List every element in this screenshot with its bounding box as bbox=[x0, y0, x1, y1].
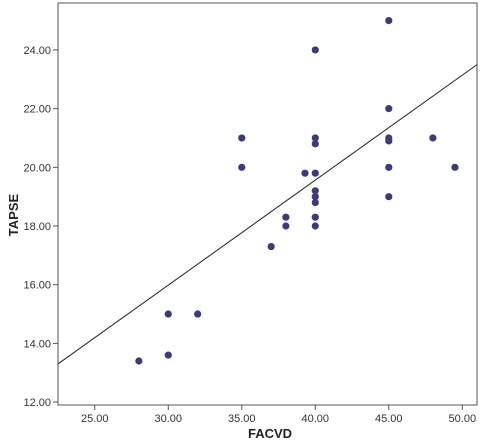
plot-area bbox=[57, 2, 478, 406]
y-axis-title: TAPSE bbox=[6, 193, 21, 236]
data-point bbox=[311, 222, 319, 230]
y-tick-label: 22.00 bbox=[23, 104, 51, 116]
data-point bbox=[311, 169, 319, 177]
y-tick-label: 16.00 bbox=[23, 280, 51, 292]
data-point bbox=[238, 134, 246, 142]
x-axis: 25.00 30.00 35.00 40.00 45.00 50.00 bbox=[81, 405, 476, 425]
data-point bbox=[385, 163, 393, 171]
x-tick-label: 25.00 bbox=[81, 413, 109, 425]
data-point bbox=[282, 213, 290, 221]
data-point bbox=[267, 242, 275, 251]
y-tick-label: 18.00 bbox=[23, 221, 51, 233]
x-tick-label: 30.00 bbox=[154, 413, 182, 425]
data-points bbox=[135, 17, 459, 365]
x-tick-label: 35.00 bbox=[228, 413, 256, 425]
data-point bbox=[451, 163, 459, 171]
regression-line bbox=[57, 64, 478, 365]
data-point bbox=[311, 134, 319, 142]
data-point bbox=[164, 310, 172, 318]
data-point bbox=[238, 163, 246, 171]
data-point bbox=[194, 310, 202, 318]
y-tick-label: 12.00 bbox=[23, 397, 51, 409]
data-point bbox=[385, 17, 393, 25]
data-point bbox=[385, 105, 393, 113]
data-point bbox=[164, 351, 172, 359]
y-tick-label: 14.00 bbox=[23, 338, 51, 350]
y-tick-label: 24.00 bbox=[23, 45, 51, 57]
x-tick-label: 45.00 bbox=[375, 413, 403, 425]
y-tick-label: 20.00 bbox=[23, 162, 51, 174]
data-point bbox=[429, 134, 437, 142]
data-point bbox=[311, 213, 319, 221]
x-tick-label: 50.00 bbox=[449, 413, 477, 425]
data-point bbox=[311, 46, 319, 54]
x-axis-title: FACVD bbox=[248, 426, 292, 441]
data-point bbox=[311, 140, 319, 148]
y-axis: 12.00 14.00 16.00 18.00 20.00 22.00 24.00 bbox=[23, 45, 58, 409]
data-point bbox=[385, 134, 393, 142]
x-tick-label: 40.00 bbox=[302, 413, 330, 425]
data-point bbox=[311, 187, 319, 195]
data-point bbox=[135, 357, 143, 365]
data-point bbox=[311, 193, 319, 201]
data-point bbox=[301, 169, 309, 177]
data-point bbox=[311, 198, 319, 207]
data-point bbox=[282, 222, 290, 230]
data-point bbox=[385, 193, 393, 201]
